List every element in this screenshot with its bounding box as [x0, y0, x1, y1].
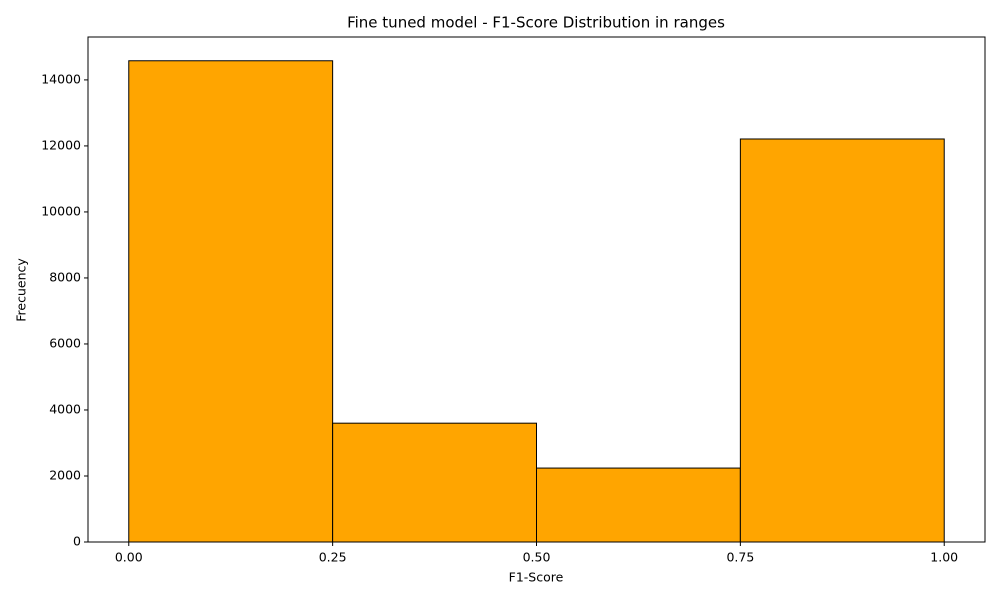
bar — [128, 60, 334, 543]
bar — [332, 422, 537, 543]
x-tick-label: 0.25 — [319, 550, 347, 565]
x-tick-label: 0.00 — [115, 550, 143, 565]
x-tick-label: 0.75 — [726, 550, 754, 565]
x-tick-label: 1.00 — [930, 550, 958, 565]
y-tick-label: 2000 — [49, 467, 81, 482]
y-tick-label: 12000 — [41, 137, 81, 152]
y-tick-label: 6000 — [49, 335, 81, 350]
x-tick-label: 0.50 — [523, 550, 551, 565]
y-axis-label: Frecuency — [14, 258, 29, 322]
y-tick-label: 0 — [73, 534, 81, 549]
chart-title: Fine tuned model - F1-Score Distribution… — [347, 14, 725, 32]
bar — [536, 467, 741, 543]
x-axis-label: F1-Score — [509, 570, 564, 585]
y-tick-label: 4000 — [49, 401, 81, 416]
y-tick-label: 8000 — [49, 269, 81, 284]
y-tick-label: 10000 — [41, 203, 81, 218]
bar — [739, 138, 945, 543]
y-tick-label: 14000 — [41, 71, 81, 86]
